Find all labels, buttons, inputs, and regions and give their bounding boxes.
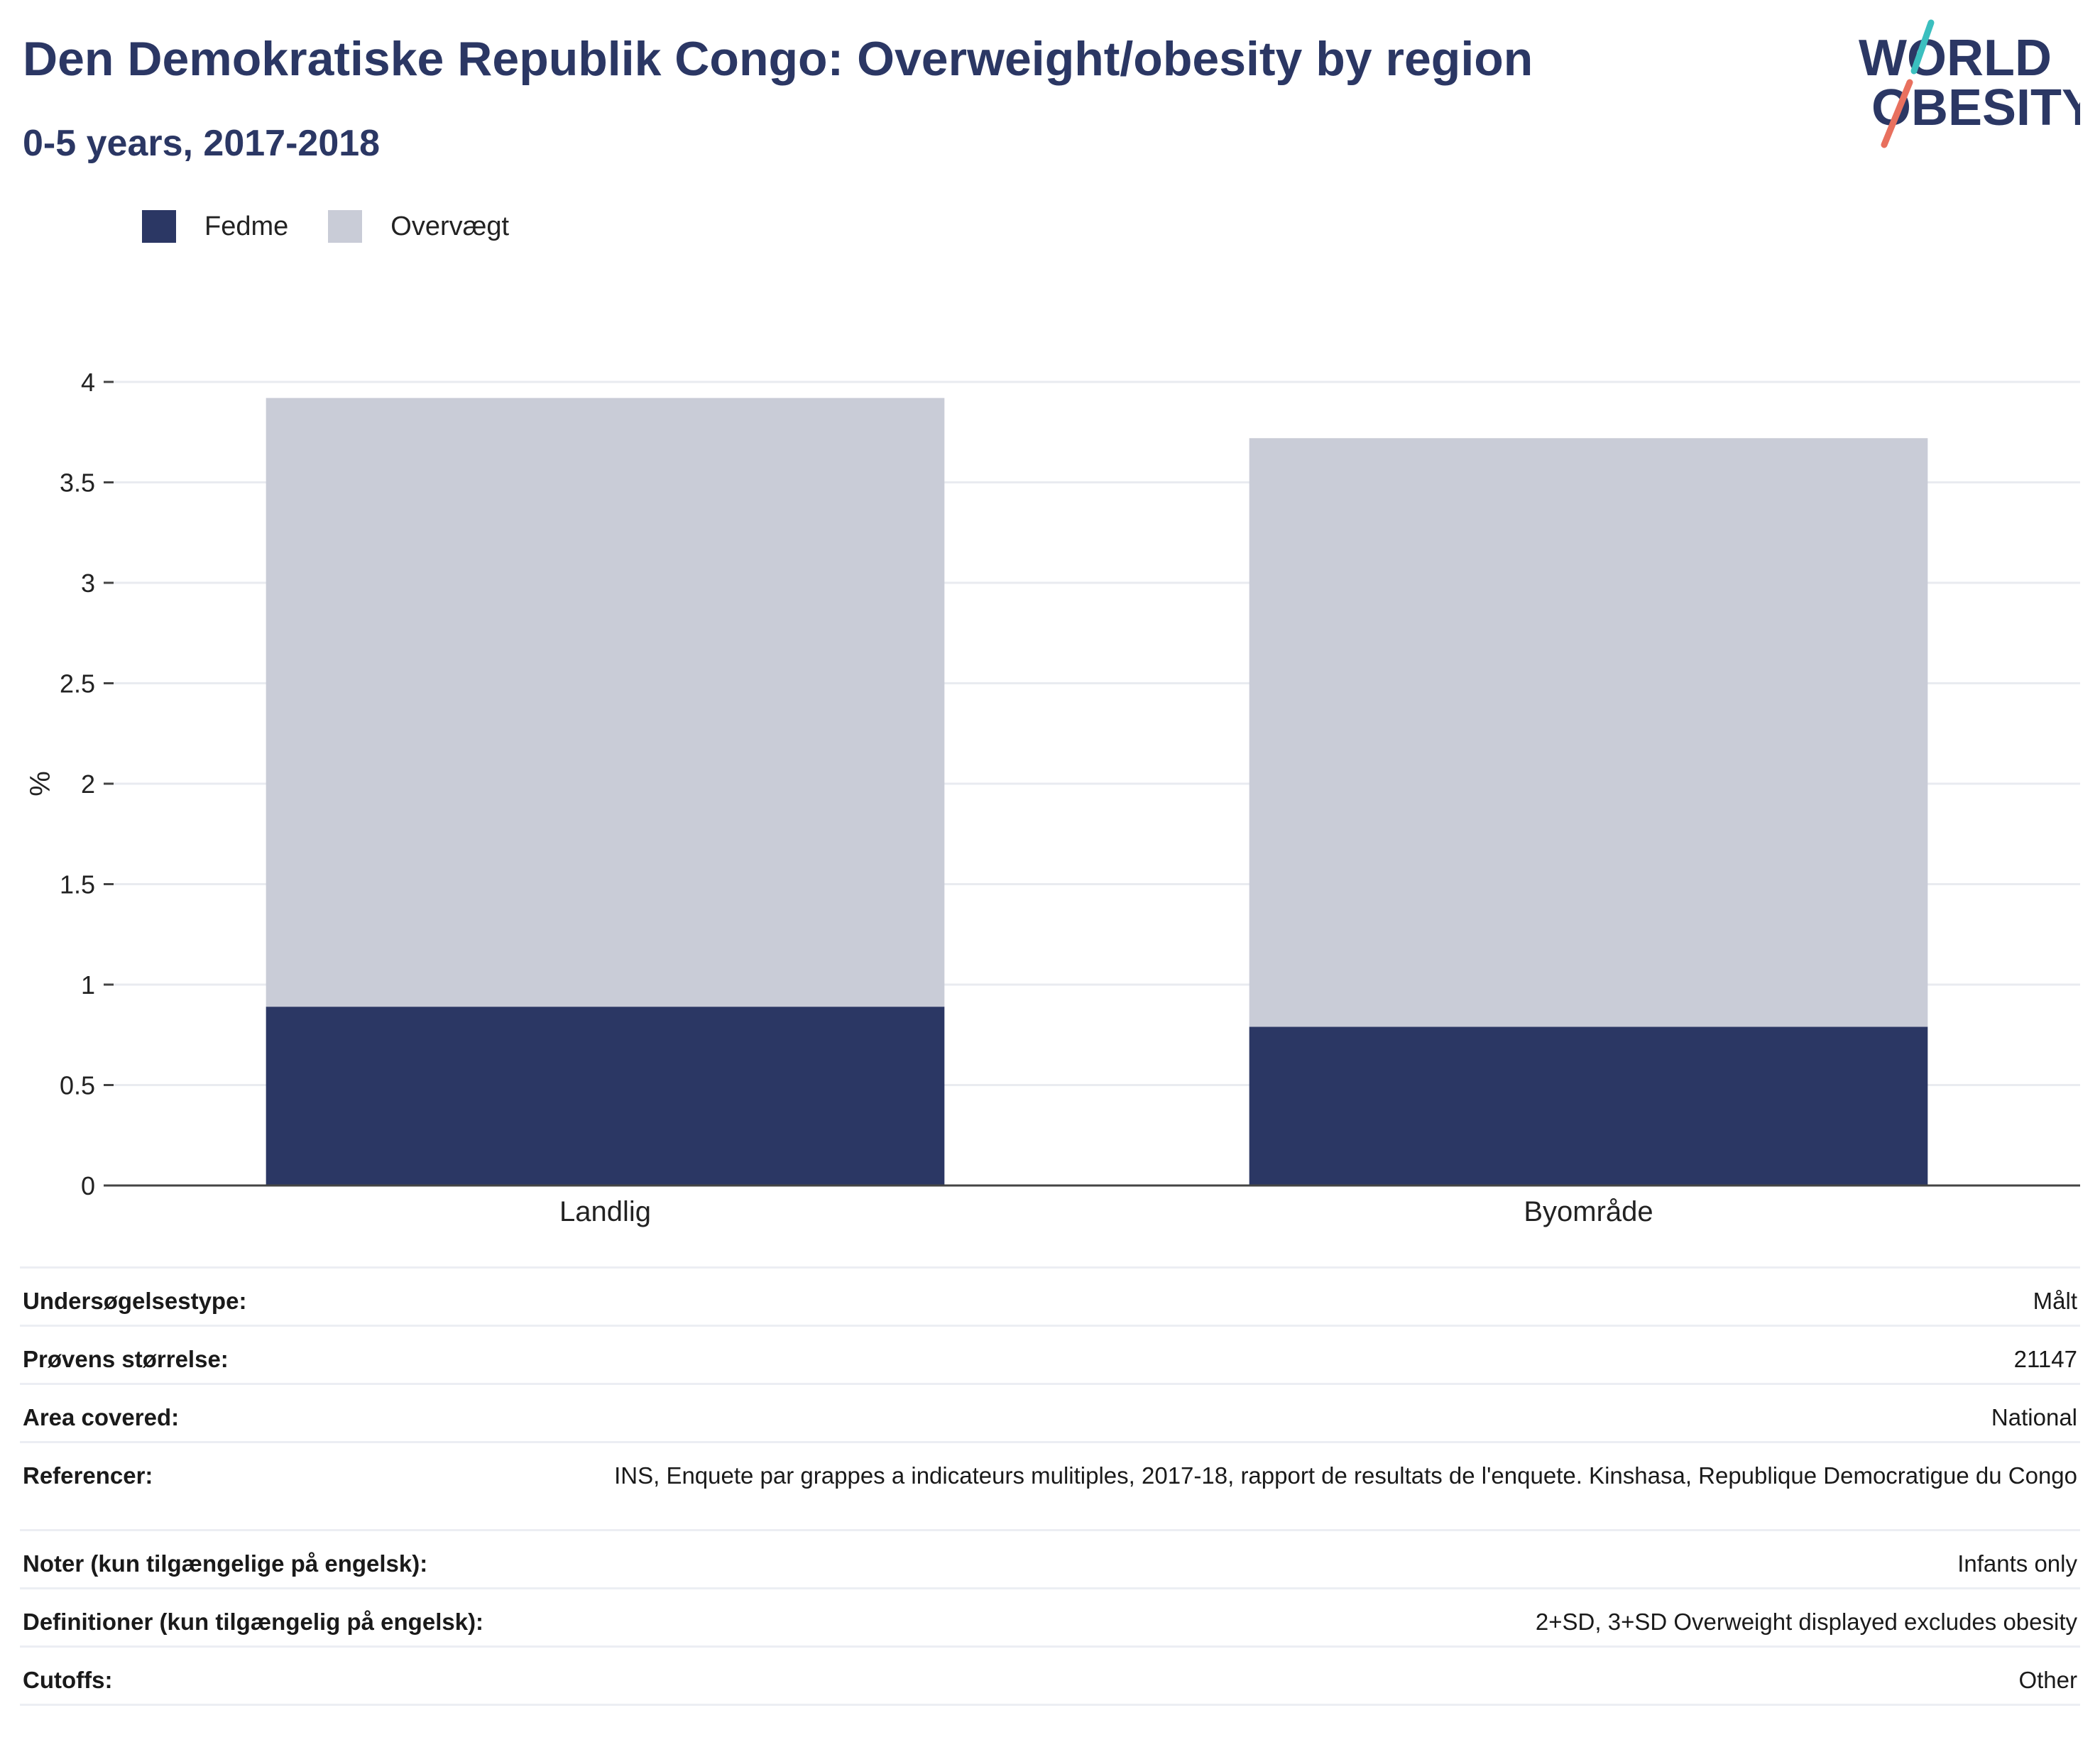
info-label: Definitioner (kun tilgængelig på engelsk…	[20, 1587, 510, 1647]
y-tick-label: 4	[81, 368, 95, 397]
logo-word-world: WORLD	[1859, 30, 2052, 87]
info-row: Referencer: INS, Enquete par grappes a in…	[20, 1441, 2080, 1530]
y-tick-label: 1	[81, 970, 95, 1000]
logo-slash-bottom	[1881, 79, 1913, 148]
info-label: Noter (kun tilgængelige på engelsk):	[20, 1529, 510, 1589]
legend-label-fedme: Fedme	[204, 211, 289, 241]
y-tick-label: 3	[81, 569, 95, 598]
info-label: Referencer:	[20, 1441, 510, 1530]
info-value: Målt	[510, 1266, 2080, 1326]
legend-swatch-overvaegt	[328, 210, 363, 243]
y-tick-label: 3.5	[60, 469, 95, 498]
x-category-label: Byområde	[1524, 1196, 1653, 1227]
legend-item-fedme[interactable]: Fedme	[142, 210, 288, 243]
info-row: Prøvens størrelse: 21147	[20, 1325, 2080, 1384]
chart-title: Den Demokratiske Republik Congo: Overwei…	[23, 32, 1533, 86]
y-tick-label: 1.5	[60, 870, 95, 899]
info-row: Area covered: National	[20, 1383, 2080, 1442]
info-label: Area covered:	[20, 1383, 510, 1442]
y-tick-label: 2	[81, 770, 95, 799]
bar-segment-overvaegt	[266, 398, 945, 1007]
y-tick-label: 0.5	[60, 1071, 95, 1100]
bar-segment-fedme	[1249, 1026, 1928, 1185]
info-row: Cutoffs: Other	[20, 1645, 2080, 1706]
stacked-bar-chart: 0 0.5 1 1.5 2 2.5 3 3.5 4 Landlig Byområde%	[25, 368, 2080, 1227]
info-label: Undersøgelsestype:	[20, 1266, 510, 1326]
world-obesity-logo: WORLD OBESITY	[1859, 19, 2080, 148]
info-value: 2+SD, 3+SD Overweight displayed excludes…	[510, 1587, 2080, 1647]
bar-segment-fedme	[266, 1007, 945, 1185]
y-tick-label: 2.5	[60, 669, 95, 699]
legend-swatch-fedme	[142, 210, 176, 243]
info-row: Definitioner (kun tilgængelig på engelsk…	[20, 1587, 2080, 1647]
x-category-label: Landlig	[559, 1196, 651, 1227]
survey-info-table: Undersøgelsestype: Målt Prøvens størrelse:…	[20, 1266, 2080, 1706]
info-value: INS, Enquete par grappes a indicateurs m…	[510, 1441, 2080, 1530]
info-value: 21147	[510, 1325, 2080, 1384]
info-label: Cutoffs:	[20, 1645, 510, 1706]
y-axis-title: %	[25, 771, 56, 796]
logo-slash-top	[1910, 19, 1935, 75]
legend-label-overvaegt: Overvægt	[390, 211, 510, 241]
info-value: National	[510, 1383, 2080, 1442]
info-value: Other	[510, 1645, 2080, 1706]
chart-legend: Fedme Overvægt	[142, 210, 549, 243]
info-row: Noter (kun tilgængelige på engelsk): Infa…	[20, 1529, 2080, 1589]
info-value: Infants only	[510, 1529, 2080, 1589]
chart-subtitle: 0-5 years, 2017-2018	[23, 123, 381, 164]
info-label: Prøvens størrelse:	[20, 1325, 510, 1384]
y-tick-label: 0	[81, 1171, 95, 1200]
bar-segment-overvaegt	[1249, 438, 1928, 1027]
legend-item-overvaegt[interactable]: Overvægt	[328, 210, 509, 243]
info-row: Undersøgelsestype: Målt	[20, 1266, 2080, 1326]
